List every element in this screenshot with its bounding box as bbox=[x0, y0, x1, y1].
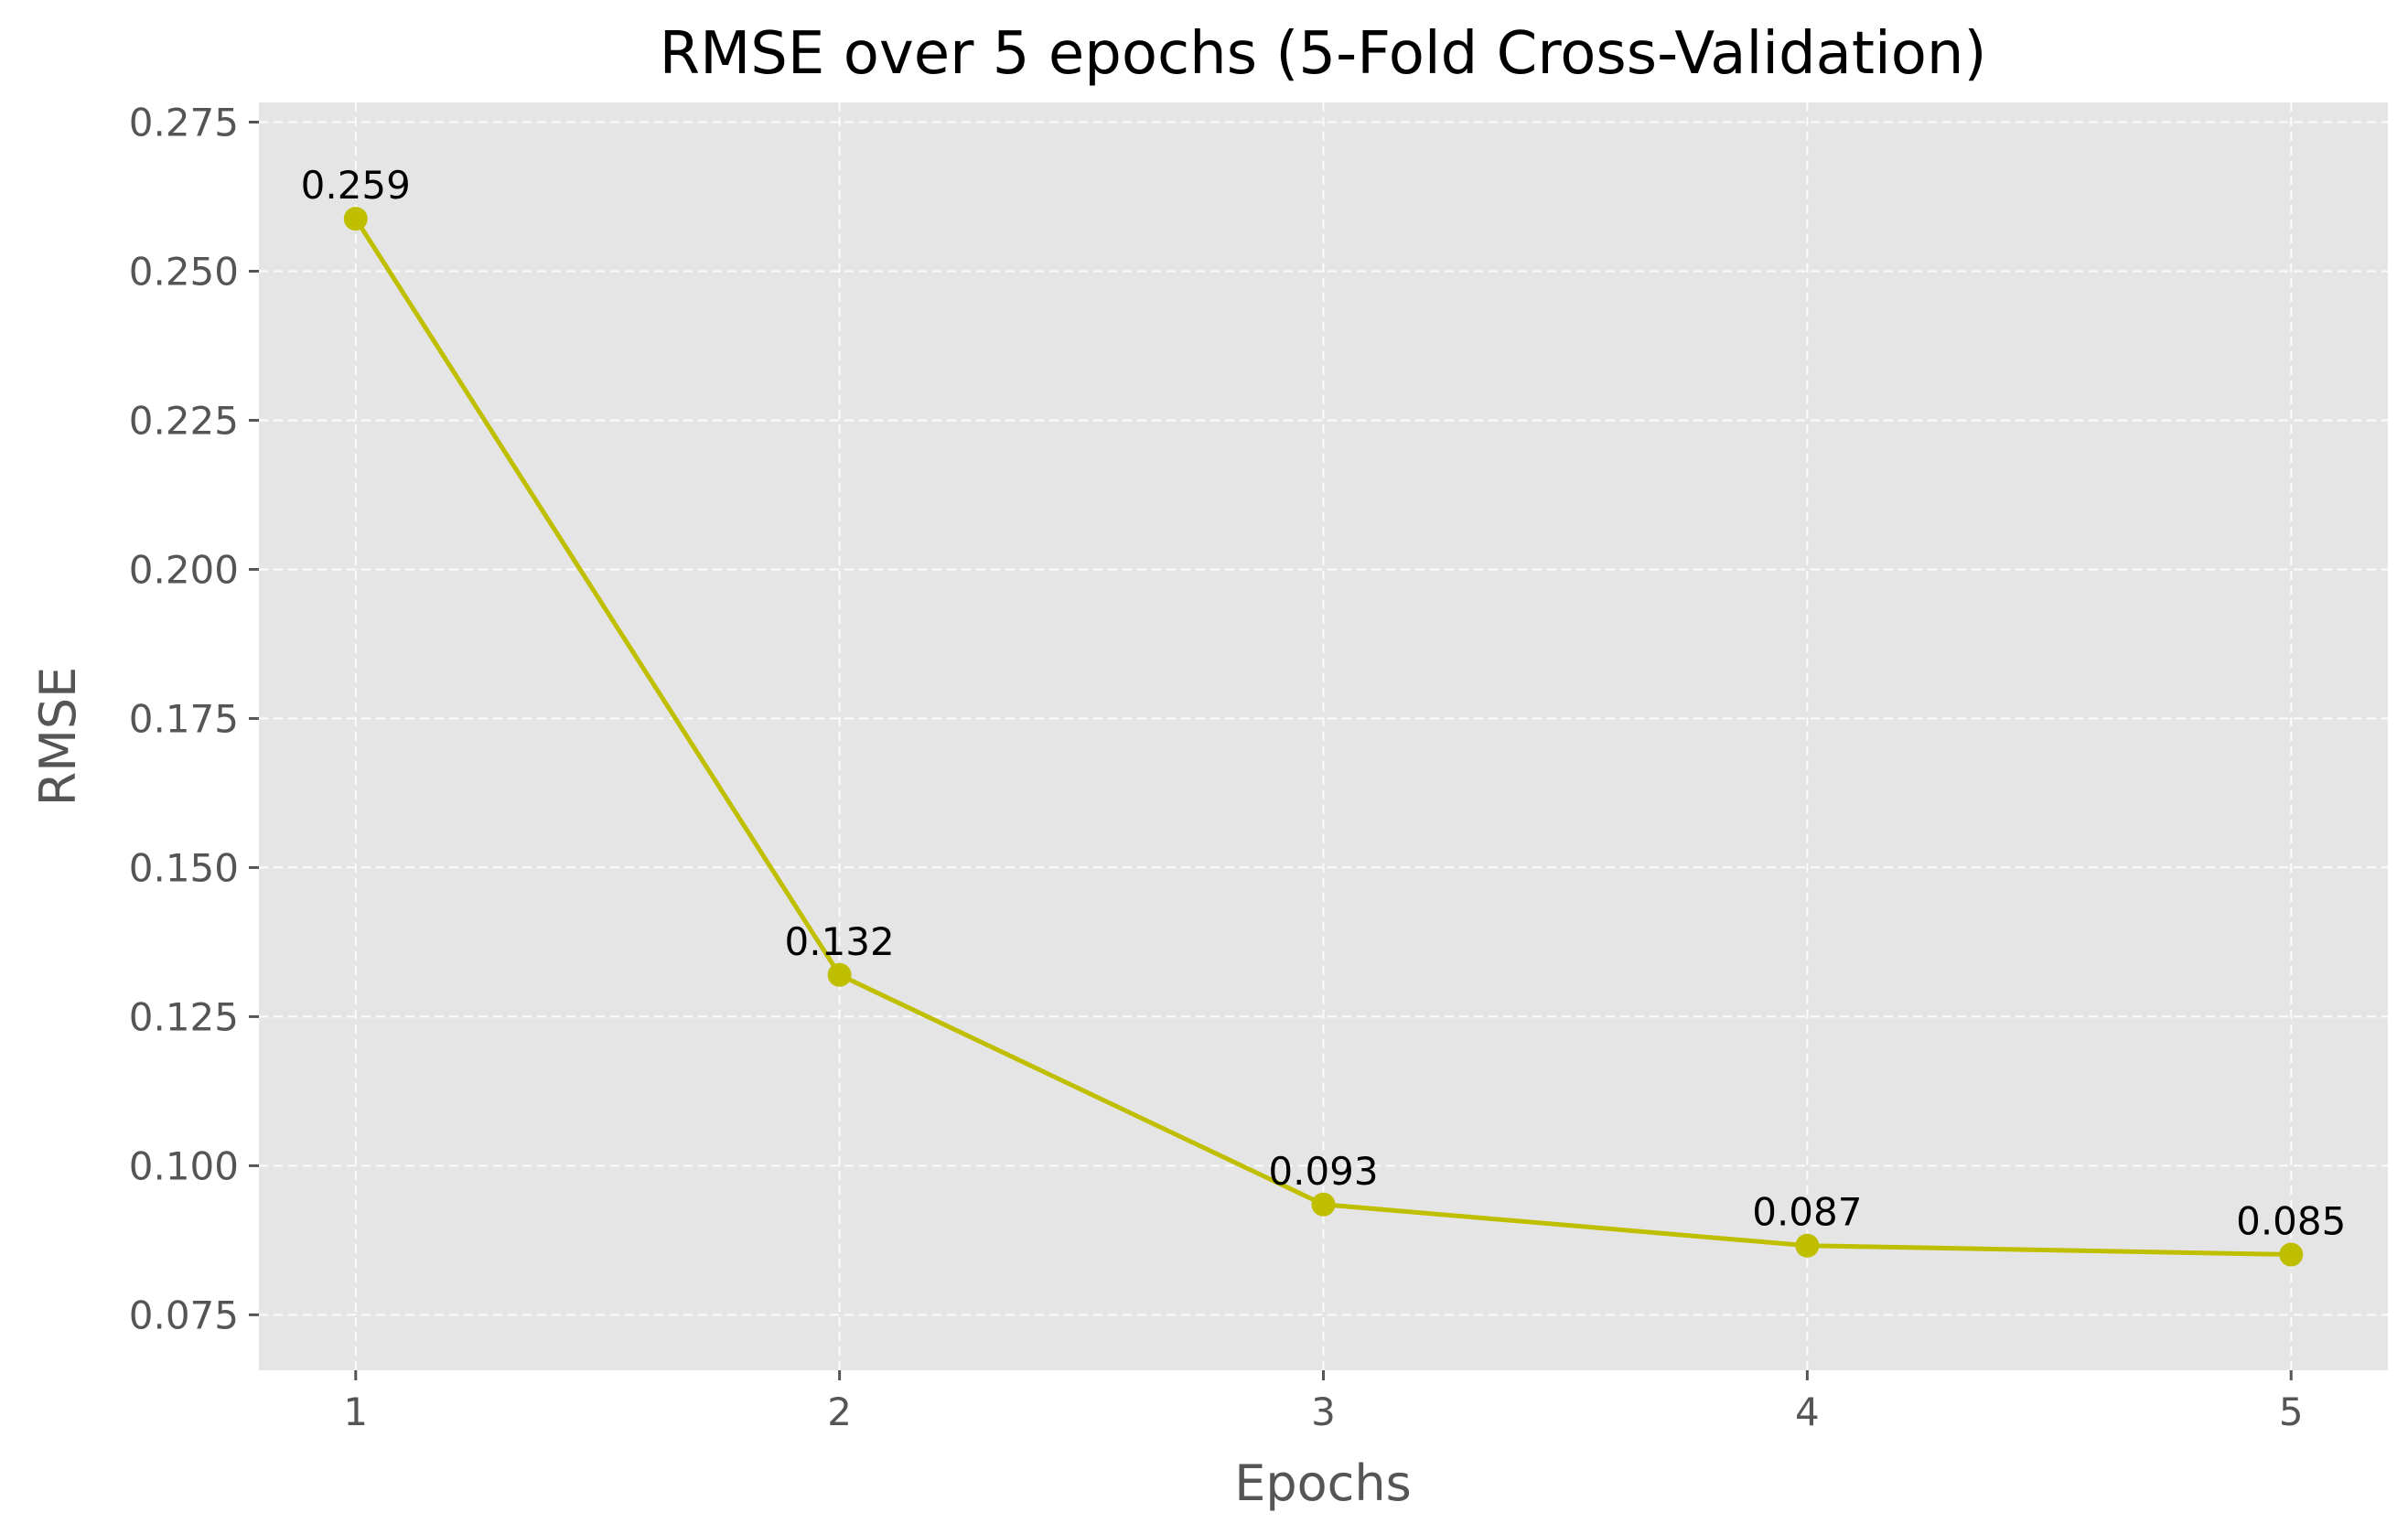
x-tick-label: 1 bbox=[343, 1389, 368, 1434]
data-point bbox=[827, 962, 852, 987]
y-tick-label: 0.175 bbox=[129, 696, 239, 741]
y-tick-label: 0.125 bbox=[129, 994, 239, 1039]
chart-title: RMSE over 5 epochs (5-Fold Cross-Validat… bbox=[660, 20, 1987, 88]
data-label: 0.259 bbox=[301, 163, 411, 208]
x-axis-label: Epochs bbox=[1234, 1454, 1411, 1512]
y-tick-label: 0.150 bbox=[129, 845, 239, 890]
y-tick-label: 0.100 bbox=[129, 1143, 239, 1188]
axis-ticks: 0.075 0.100 0.125 0.150 0.175 0.200 0.225 0.250… bbox=[129, 101, 2304, 1434]
data-point bbox=[2279, 1242, 2304, 1267]
y-tick-label: 0.200 bbox=[129, 547, 239, 592]
x-tick-label: 3 bbox=[1311, 1389, 1336, 1434]
data-label: 0.087 bbox=[1752, 1190, 1862, 1235]
data-point bbox=[1795, 1233, 1820, 1258]
series-rmse bbox=[343, 207, 2304, 1267]
y-axis-label: RMSE bbox=[29, 667, 87, 807]
data-label: 0.132 bbox=[785, 919, 895, 964]
x-tick-label: 5 bbox=[2279, 1389, 2304, 1434]
x-tick-label: 4 bbox=[1795, 1389, 1820, 1434]
gridlines bbox=[259, 102, 2388, 1370]
data-label: 0.093 bbox=[1268, 1149, 1378, 1194]
data-point bbox=[343, 207, 368, 231]
data-point bbox=[1311, 1192, 1336, 1217]
y-tick-label: 0.250 bbox=[129, 249, 239, 294]
y-tick-label: 0.075 bbox=[129, 1293, 239, 1337]
data-label: 0.085 bbox=[2236, 1199, 2346, 1244]
data-labels: 0.259 0.132 0.093 0.087 0.085 bbox=[301, 163, 2347, 1243]
y-tick-label: 0.225 bbox=[129, 398, 239, 443]
y-tick-label: 0.275 bbox=[129, 101, 239, 145]
x-tick-label: 2 bbox=[827, 1389, 852, 1434]
